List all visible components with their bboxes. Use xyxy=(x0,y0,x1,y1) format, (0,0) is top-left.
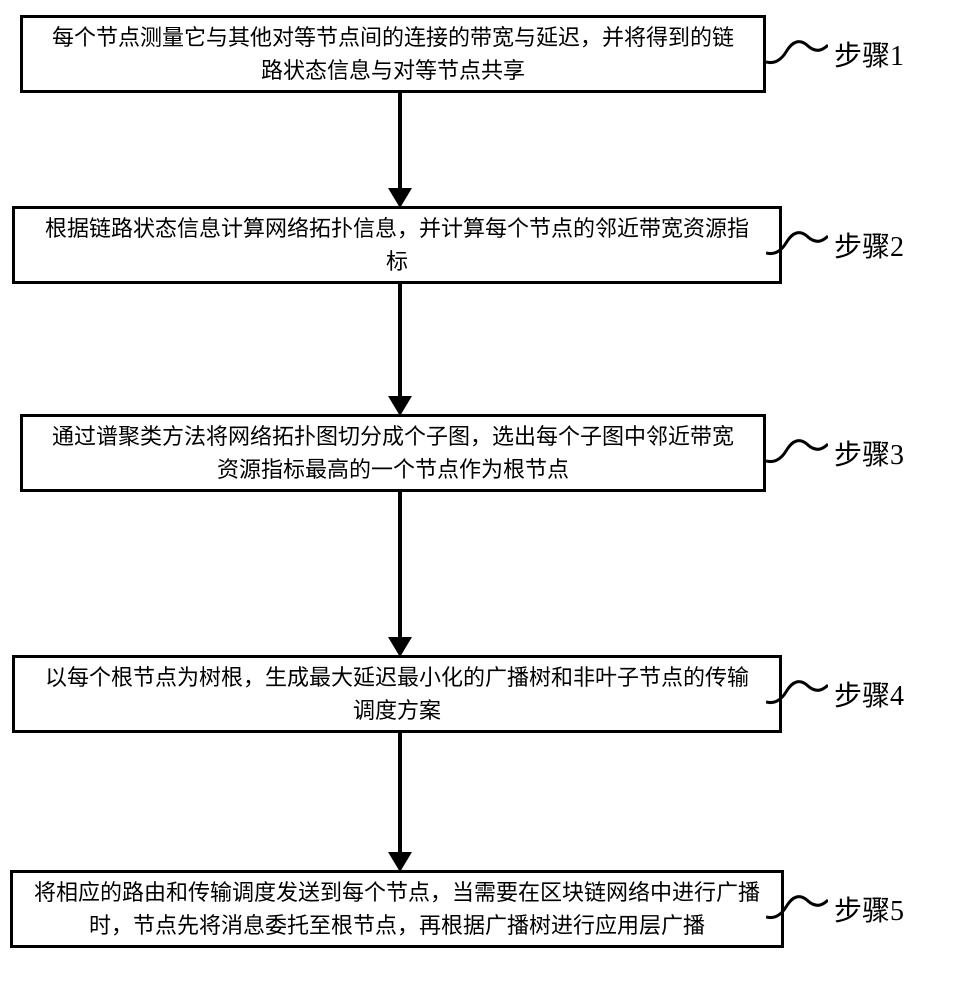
arrow-head-3 xyxy=(388,637,412,657)
step-label-4: 步骤4 xyxy=(834,674,904,714)
curve-connector-5 xyxy=(766,886,828,928)
step-label-3: 步骤3 xyxy=(834,433,904,473)
step-box-2: 根据链路状态信息计算网络拓扑信息，并计算每个节点的邻近带宽资源指标 xyxy=(12,206,782,284)
step-box-1: 每个节点测量它与其他对等节点间的连接的带宽与延迟，并将得到的链路状态信息与对等节… xyxy=(20,15,766,93)
arrow-head-4 xyxy=(388,852,412,872)
step-text-4: 以每个根节点为树根，生成最大延迟最小化的广播树和非叶子节点的传输调度方案 xyxy=(35,661,759,727)
arrow-1 xyxy=(388,93,412,208)
arrow-line-2 xyxy=(398,284,402,396)
step-box-3: 通过谱聚类方法将网络拓扑图切分成个子图，选出每个子图中邻近带宽资源指标最高的一个… xyxy=(20,414,766,492)
step-text-3: 通过谱聚类方法将网络拓扑图切分成个子图，选出每个子图中邻近带宽资源指标最高的一个… xyxy=(43,420,743,486)
arrow-4 xyxy=(388,733,412,872)
step-row-1: 每个节点测量它与其他对等节点间的连接的带宽与延迟，并将得到的链路状态信息与对等节… xyxy=(0,15,904,93)
step-row-5: 将相应的路由和传输调度发送到每个节点，当需要在区块链网络中进行广播时，节点先将消… xyxy=(0,870,904,948)
step-label-5: 步骤5 xyxy=(834,889,904,929)
step-box-4: 以每个根节点为树根，生成最大延迟最小化的广播树和非叶子节点的传输调度方案 xyxy=(12,655,782,733)
curve-connector-1 xyxy=(766,31,828,73)
step-label-1: 步骤1 xyxy=(834,34,904,74)
flowchart-container: 每个节点测量它与其他对等节点间的连接的带宽与延迟，并将得到的链路状态信息与对等节… xyxy=(0,0,956,1000)
step-label-2: 步骤2 xyxy=(834,225,904,265)
arrow-3 xyxy=(388,492,412,657)
step-row-3: 通过谱聚类方法将网络拓扑图切分成个子图，选出每个子图中邻近带宽资源指标最高的一个… xyxy=(0,414,904,492)
arrow-2 xyxy=(388,284,412,416)
arrow-line-3 xyxy=(398,492,402,637)
step-row-2: 根据链路状态信息计算网络拓扑信息，并计算每个节点的邻近带宽资源指标 步骤2 xyxy=(0,206,904,284)
arrow-head-1 xyxy=(388,188,412,208)
curve-connector-4 xyxy=(766,671,828,713)
step-text-5: 将相应的路由和传输调度发送到每个节点，当需要在区块链网络中进行广播时，节点先将消… xyxy=(33,876,761,942)
step-text-2: 根据链路状态信息计算网络拓扑信息，并计算每个节点的邻近带宽资源指标 xyxy=(35,212,759,278)
step-box-5: 将相应的路由和传输调度发送到每个节点，当需要在区块链网络中进行广播时，节点先将消… xyxy=(10,870,784,948)
arrow-line-4 xyxy=(398,733,402,852)
step-text-1: 每个节点测量它与其他对等节点间的连接的带宽与延迟，并将得到的链路状态信息与对等节… xyxy=(43,21,743,87)
step-row-4: 以每个根节点为树根，生成最大延迟最小化的广播树和非叶子节点的传输调度方案 步骤4 xyxy=(0,655,904,733)
arrow-line-1 xyxy=(398,93,402,188)
curve-connector-3 xyxy=(766,430,828,472)
curve-connector-2 xyxy=(766,222,828,264)
arrow-head-2 xyxy=(388,396,412,416)
